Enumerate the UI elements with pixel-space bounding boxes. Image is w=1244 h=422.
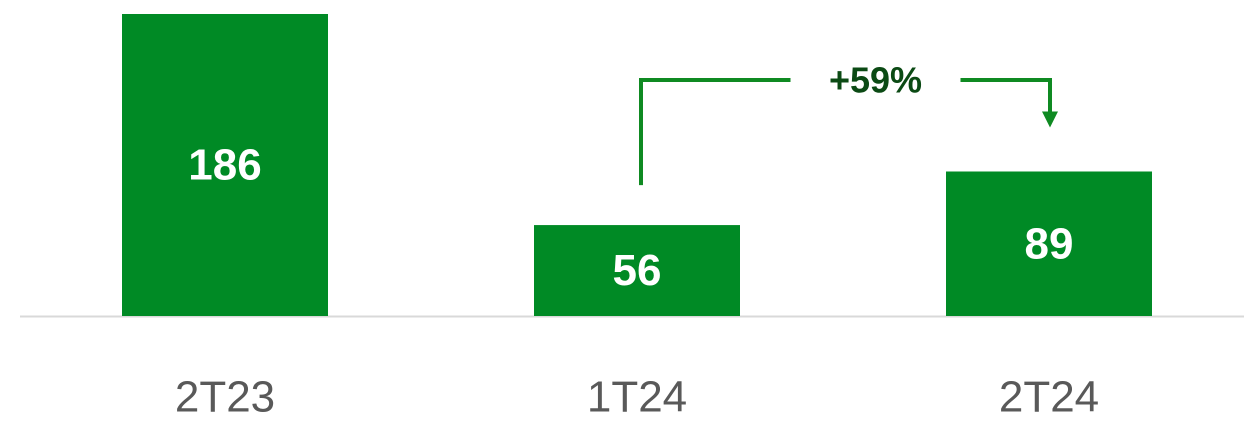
x-tick-label: 1T24 [587, 373, 687, 422]
value-label: 186 [188, 141, 261, 190]
annotation: +59% [829, 60, 922, 101]
bar [534, 225, 740, 316]
x-tick-label: 2T24 [999, 373, 1099, 422]
annotation-bracket [639, 78, 1052, 186]
bar [122, 14, 328, 316]
bar [946, 171, 1152, 316]
value-label: 56 [613, 246, 662, 295]
x-tick-label: 2T23 [175, 373, 275, 422]
annotation-arrowhead [1042, 111, 1058, 128]
value-label: 89 [1025, 219, 1074, 268]
